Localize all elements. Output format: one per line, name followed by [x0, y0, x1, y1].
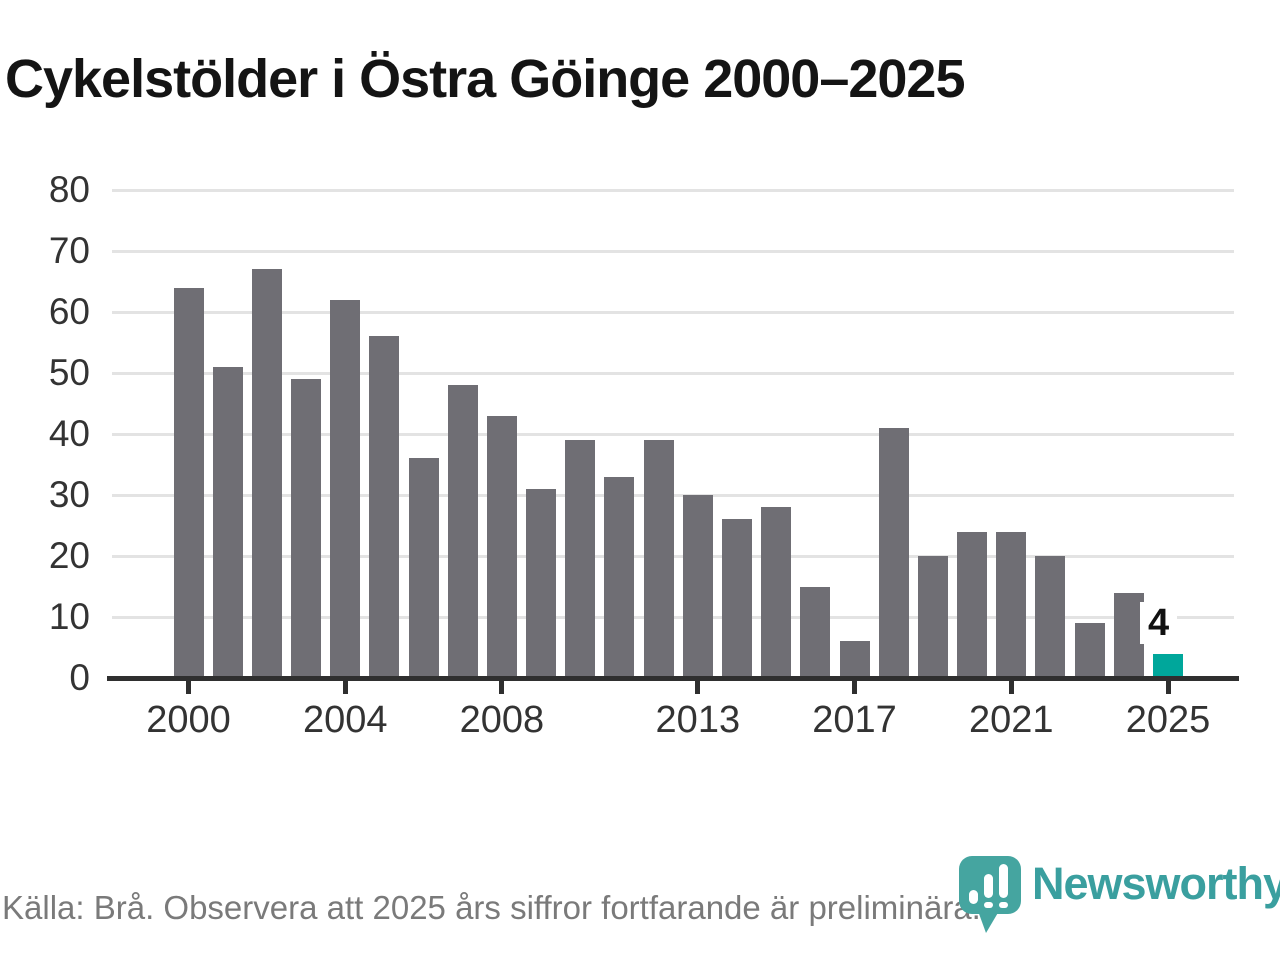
bar-2011 [604, 476, 635, 678]
bar-2001 [212, 366, 243, 678]
gridline-70 [112, 250, 1234, 253]
y-axis-label-50: 50 [48, 352, 90, 393]
bar-2022 [1035, 556, 1066, 678]
gridline-60 [112, 311, 1234, 314]
bar-2025 [1153, 653, 1183, 678]
bar-2017 [839, 641, 870, 678]
bar-2008 [486, 415, 517, 678]
y-axis-label-20: 20 [48, 535, 90, 576]
x-axis-label-2004: 2004 [302, 699, 388, 741]
bar-2005 [369, 336, 400, 678]
bar-2024 [1113, 592, 1144, 678]
y-axis-label-80: 80 [48, 169, 90, 210]
newsworthy-logo: Newsworthy [958, 855, 1280, 939]
x-axis-label-2025: 2025 [1125, 699, 1211, 741]
bar-2010 [565, 440, 596, 678]
x-axis-label-2000: 2000 [146, 699, 231, 741]
bar-2019 [917, 556, 948, 678]
x-axis-label-2013: 2013 [655, 699, 741, 741]
bar-2023 [1074, 623, 1105, 678]
y-axis-label-70: 70 [48, 230, 90, 271]
bar-2015 [761, 507, 792, 678]
y-axis-label-0: 0 [69, 657, 90, 698]
x-axis-tick-2004 [342, 681, 348, 694]
bar-2021 [996, 531, 1027, 678]
x-axis-label-2008: 2008 [459, 699, 545, 741]
x-axis-tick-2008 [499, 681, 505, 694]
x-axis-tick-2025 [1165, 681, 1171, 694]
bar-2012 [643, 440, 674, 678]
bar-2018 [878, 427, 909, 678]
bar-2016 [800, 586, 831, 678]
bar-2013 [682, 495, 713, 678]
bar-2007 [447, 385, 478, 678]
highlight-value-label: 4 [1140, 602, 1178, 644]
y-axis-label-10: 10 [48, 596, 90, 637]
x-axis-line [107, 676, 1239, 681]
x-axis-tick-2013 [695, 681, 701, 694]
gridline-80 [112, 189, 1234, 192]
newsworthy-wordmark: Newsworthy [1032, 858, 1280, 909]
bar-2003 [291, 379, 322, 678]
bar-2000 [173, 287, 204, 678]
bar-2009 [526, 488, 557, 678]
bar-2002 [251, 269, 282, 678]
y-axis-label-30: 30 [48, 474, 90, 515]
y-axis-label-60: 60 [48, 291, 90, 332]
x-axis-tick-2021 [1008, 681, 1014, 694]
gridline-50 [112, 372, 1234, 375]
gridline-40 [112, 433, 1234, 436]
source-note: Källa: Brå. Observera att 2025 års siffr… [2, 889, 981, 926]
bar-2006 [408, 458, 439, 678]
x-axis-label-2017: 2017 [812, 699, 897, 741]
x-axis-label-2021: 2021 [968, 699, 1054, 741]
y-axis-label-40: 40 [48, 413, 90, 454]
x-axis-tick-2000 [186, 681, 191, 694]
x-axis-tick-2017 [852, 681, 858, 694]
bar-2014 [722, 519, 753, 678]
bar-2020 [957, 531, 988, 678]
newsworthy-pin-icon [959, 856, 1021, 933]
bar-2004 [330, 299, 361, 678]
chart-title: Cykelstölder i Östra Göinge 2000–2025 [5, 49, 966, 109]
